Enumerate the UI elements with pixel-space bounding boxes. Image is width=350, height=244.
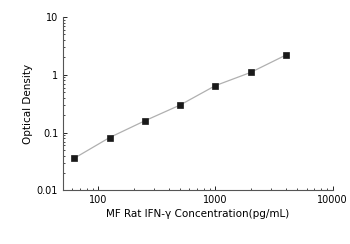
X-axis label: MF Rat IFN-γ Concentration(pg/mL): MF Rat IFN-γ Concentration(pg/mL) bbox=[106, 209, 289, 219]
Y-axis label: Optical Density: Optical Density bbox=[23, 64, 33, 144]
